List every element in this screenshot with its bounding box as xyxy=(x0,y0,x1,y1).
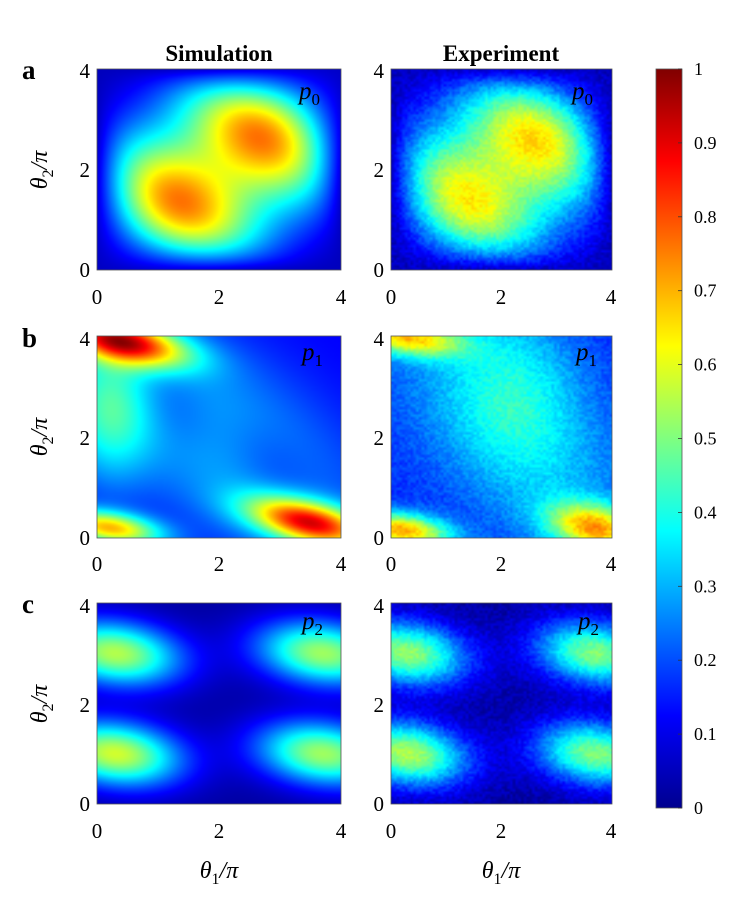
y-axis-label-row-b: θ2/π xyxy=(27,417,57,456)
colorbar-tick-label: 0.3 xyxy=(694,576,717,596)
panel-frame xyxy=(390,602,613,805)
x-tick-label: 0 xyxy=(92,285,103,309)
colorbar-tick-label: 0.2 xyxy=(694,650,717,670)
x-ticks-row-c: 0 2 4 0 2 4 xyxy=(92,819,617,843)
heatmap-panel-b-experiment: p1 xyxy=(390,335,613,539)
row-letter-a: a xyxy=(22,55,36,85)
y-tick-label: 4 xyxy=(80,594,91,618)
panel-frame xyxy=(390,68,613,271)
heatmap-panel-c-simulation: p2 xyxy=(96,602,342,805)
y-tick-label: 2 xyxy=(374,426,385,450)
y-ticks-row-c: 4 2 0 4 2 0 xyxy=(80,594,385,816)
panel-frame xyxy=(96,335,342,539)
x-tick-label: 4 xyxy=(606,285,617,309)
colorbar: 0 0.1 0.2 0.3 0.4 0.5 0.6 0.7 0.8 0.9 1 xyxy=(655,59,717,818)
row-letter-c: c xyxy=(22,589,34,619)
y-tick-label: 2 xyxy=(374,158,385,182)
heatmap-panel-a-experiment: p0 xyxy=(390,68,613,271)
panel-frame xyxy=(96,68,342,271)
y-tick-label: 0 xyxy=(80,258,91,282)
y-tick-label: 4 xyxy=(374,59,385,83)
heatmap-panel-c-experiment: p2 xyxy=(390,602,613,805)
y-tick-label: 4 xyxy=(374,327,385,351)
x-tick-label: 0 xyxy=(386,552,397,576)
x-tick-label: 2 xyxy=(214,285,225,309)
heatmap-panel-b-simulation: p1 xyxy=(96,335,342,539)
colorbar-ticks: 0 0.1 0.2 0.3 0.4 0.5 0.6 0.7 0.8 0.9 1 xyxy=(678,59,717,818)
y-axis-label-row-a: θ2/π xyxy=(27,150,57,189)
x-tick-label: 2 xyxy=(496,819,507,843)
x-tick-label: 0 xyxy=(92,552,103,576)
column-title-simulation: Simulation xyxy=(165,41,273,66)
y-ticks-row-b: 4 2 0 4 2 0 xyxy=(80,327,385,550)
y-tick-label: 2 xyxy=(80,158,91,182)
colorbar-tick-label: 0.6 xyxy=(694,355,717,375)
heatmap-image xyxy=(97,603,341,804)
y-tick-label: 2 xyxy=(80,693,91,717)
heatmap-image xyxy=(391,603,612,804)
x-ticks-row-b: 0 2 4 0 2 4 xyxy=(92,552,617,576)
y-tick-label: 0 xyxy=(80,792,91,816)
y-tick-label: 2 xyxy=(374,693,385,717)
colorbar-tick-label: 1 xyxy=(694,59,703,79)
x-tick-label: 4 xyxy=(336,819,347,843)
y-tick-label: 4 xyxy=(80,327,91,351)
x-tick-label: 4 xyxy=(606,552,617,576)
x-ticks-row-a: 0 2 4 0 2 4 xyxy=(92,285,617,309)
panel-label-p1: p1 xyxy=(574,339,597,370)
x-tick-label: 2 xyxy=(496,552,507,576)
x-tick-label: 2 xyxy=(496,285,507,309)
column-title-experiment: Experiment xyxy=(443,41,560,66)
panel-label-p2: p2 xyxy=(576,608,599,639)
x-tick-label: 4 xyxy=(336,285,347,309)
y-tick-label: 2 xyxy=(80,426,91,450)
row-letter-b: b xyxy=(22,323,37,353)
y-tick-label: 0 xyxy=(80,526,91,550)
y-axis-label-row-c: θ2/π xyxy=(27,684,57,723)
colorbar-tick-label: 0.5 xyxy=(694,429,717,449)
x-axis-label-experiment: θ1/π xyxy=(482,858,521,888)
colorbar-gradient xyxy=(655,68,683,809)
x-tick-label: 4 xyxy=(336,552,347,576)
colorbar-tick-label: 0.8 xyxy=(694,207,717,227)
x-tick-label: 0 xyxy=(92,819,103,843)
x-tick-label: 0 xyxy=(386,285,397,309)
heatmap-image xyxy=(97,336,341,538)
colorbar-tick-label: 0.4 xyxy=(694,502,717,522)
y-tick-label: 0 xyxy=(374,258,385,282)
heatmap-panel-a-simulation: p0 xyxy=(96,68,342,271)
heatmap-image xyxy=(391,336,612,538)
colorbar-tick-label: 0.9 xyxy=(694,133,717,153)
heatmap-image xyxy=(97,69,341,270)
colorbar-tick-label: 0 xyxy=(694,798,703,818)
y-tick-label: 0 xyxy=(374,526,385,550)
panel-label-p2: p2 xyxy=(300,608,323,639)
panel-label-p0: p0 xyxy=(297,78,320,109)
heatmap-image xyxy=(391,69,612,270)
y-ticks-row-a: 4 2 0 4 2 0 xyxy=(80,59,385,282)
x-tick-label: 2 xyxy=(214,819,225,843)
y-tick-label: 4 xyxy=(80,59,91,83)
x-tick-label: 4 xyxy=(606,819,617,843)
x-tick-label: 0 xyxy=(386,819,397,843)
panel-label-p1: p1 xyxy=(300,339,323,370)
panel-label-p0: p0 xyxy=(570,78,593,109)
colorbar-tick-label: 0.7 xyxy=(694,281,717,301)
x-tick-label: 2 xyxy=(214,552,225,576)
x-axis-label-simulation: θ1/π xyxy=(200,858,239,888)
y-tick-label: 0 xyxy=(374,792,385,816)
panel-frame xyxy=(390,335,613,539)
colorbar-tick-label: 0.1 xyxy=(694,724,717,744)
y-tick-label: 4 xyxy=(374,594,385,618)
panel-frame xyxy=(96,602,342,805)
